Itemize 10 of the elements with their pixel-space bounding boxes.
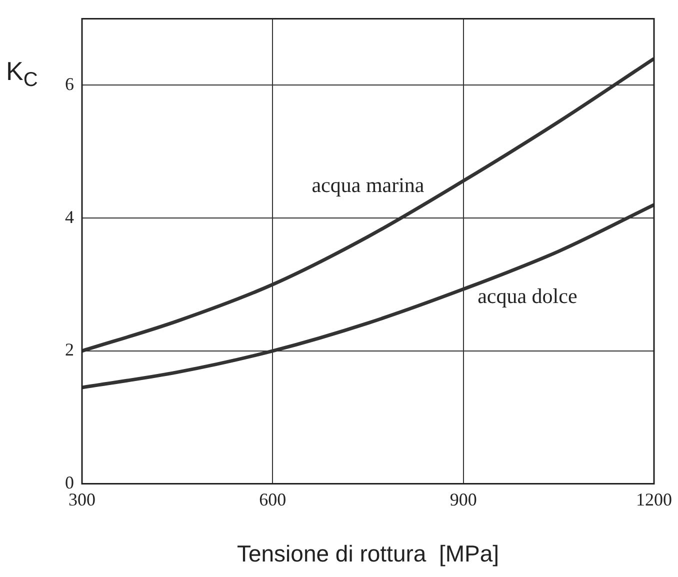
y-tick-label: 6 [65, 74, 74, 94]
y-tick-label: 2 [65, 340, 74, 360]
y-tick-label: 4 [65, 206, 74, 227]
x-axis-title: Tensione di rottura [MPa] [236, 540, 500, 567]
y-axis-title: K$_{C}$ [6, 56, 38, 92]
x-tick-label: 900 [450, 489, 477, 510]
series-label: acqua marina [312, 173, 425, 198]
series-label: acqua dolce [478, 284, 578, 308]
x-tick-label: 600 [259, 489, 286, 510]
x-tick-label: 1200 [636, 489, 672, 510]
